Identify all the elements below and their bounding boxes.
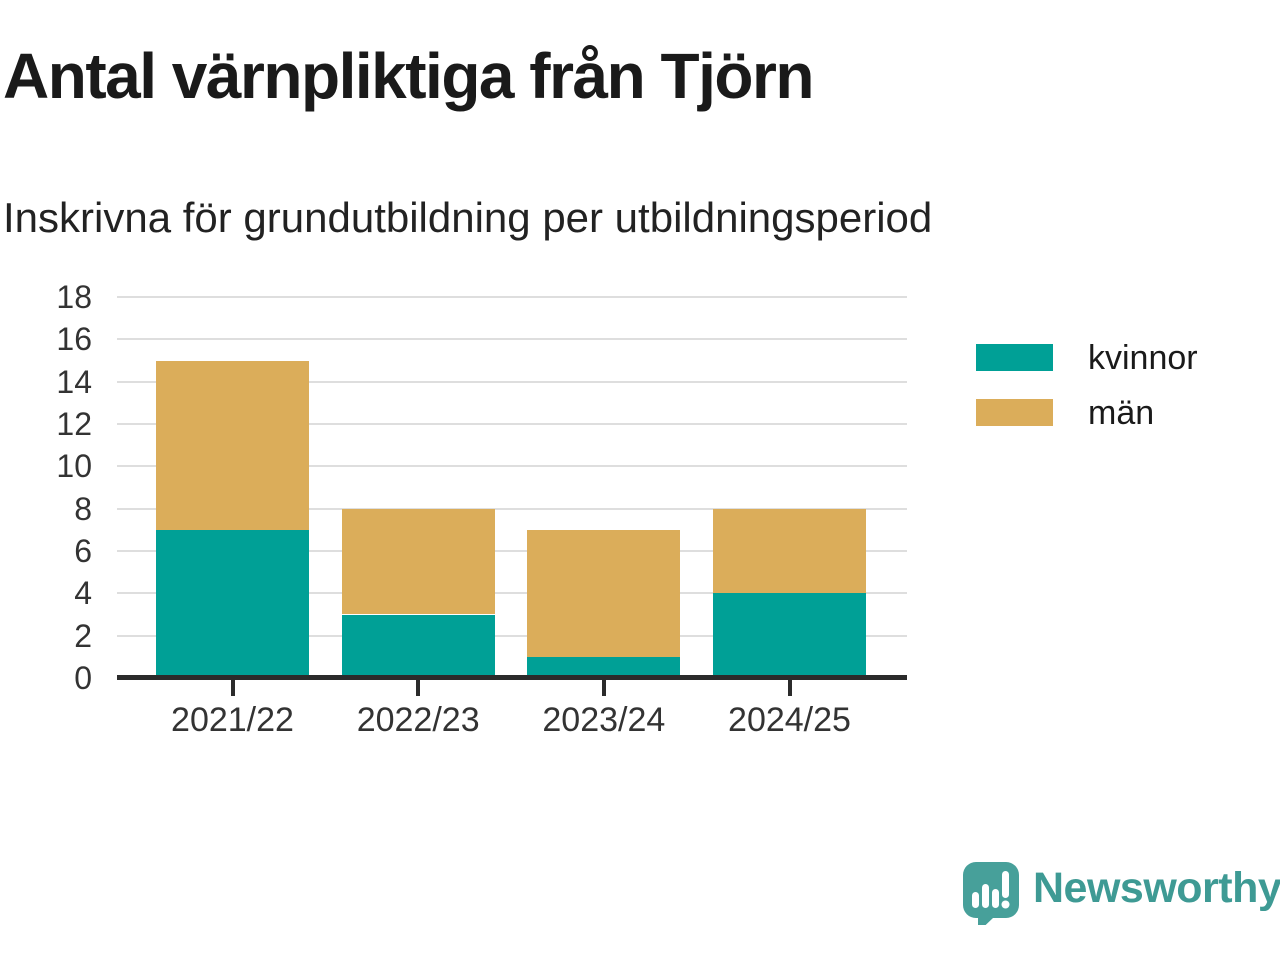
y-tick-label: 12 <box>56 406 92 442</box>
legend-label: män <box>1088 393 1155 432</box>
y-tick-label: 14 <box>56 363 92 400</box>
gridline <box>117 338 907 341</box>
gridline <box>117 423 907 425</box>
x-tick-label: 2022/23 <box>356 701 480 739</box>
bar-segment-mn <box>527 529 681 657</box>
newsworthy-logo: Newsworthy <box>962 861 1280 925</box>
bar-segment-kvinnor <box>341 614 495 678</box>
gridline <box>117 634 907 637</box>
bar-segment-kvinnor <box>527 656 681 678</box>
x-tick <box>416 680 421 696</box>
x-tick-label: 2021/22 <box>171 701 294 739</box>
bar-segment-mn <box>341 508 495 615</box>
gridline <box>117 465 907 468</box>
gridline <box>117 592 907 595</box>
x-tick <box>230 680 235 696</box>
chart-subtitle: Inskrivna för grundutbildning per utbild… <box>3 194 933 241</box>
legend-swatch <box>976 399 1053 426</box>
y-tick-label: 16 <box>56 321 92 358</box>
bar-segment-kvinnor <box>156 529 309 678</box>
y-tick-label: 8 <box>74 490 92 527</box>
legend-item: män <box>976 385 1198 440</box>
x-tick-label: 2024/25 <box>728 701 851 739</box>
legend-label: kvinnor <box>1088 338 1198 377</box>
y-tick-label: 2 <box>74 617 92 654</box>
bar-segment-kvinnor <box>713 593 866 678</box>
y-tick-label: 0 <box>74 660 92 696</box>
y-tick-label: 10 <box>56 448 92 485</box>
gridline <box>117 380 907 383</box>
newsworthy-logo-icon <box>963 862 1019 925</box>
y-tick-label: 6 <box>74 533 92 569</box>
gridline <box>117 296 907 298</box>
y-tick-label: 4 <box>74 575 92 612</box>
x-axis-line <box>117 675 907 680</box>
gridline <box>117 507 907 510</box>
x-tick-label: 2023/24 <box>542 701 666 739</box>
legend-swatch <box>976 344 1053 371</box>
x-tick <box>601 680 606 696</box>
bar-segment-mn <box>713 508 866 594</box>
gridline <box>117 550 907 552</box>
newsworthy-logo-text: Newsworthy <box>1033 864 1280 912</box>
y-tick-label: 18 <box>56 279 92 315</box>
x-tick <box>787 680 792 696</box>
chart-title: Antal värnpliktiga från Tjörn <box>3 40 814 112</box>
legend: kvinnor män <box>976 330 1198 440</box>
bar-segment-mn <box>156 360 309 530</box>
legend-item: kvinnor <box>976 330 1198 385</box>
